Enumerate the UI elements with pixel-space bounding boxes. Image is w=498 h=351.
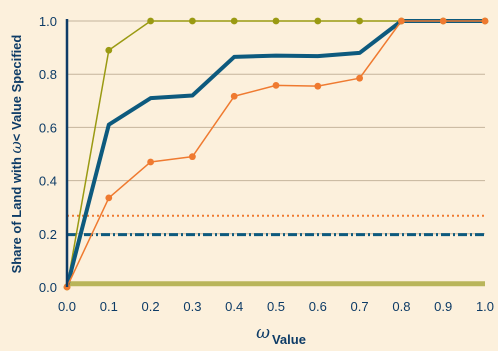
tick-labels: 0.0 0.2 0.4 0.6 0.8 1.0 0.0 0.1 0.2 0.3 0.4 0.5 0.6 0… (39, 14, 494, 314)
x-tick-label-7: 0.7 (351, 299, 369, 314)
series-0-point-7 (356, 17, 363, 25)
x-tick-label-10: 1.0 (476, 299, 494, 314)
series-2-point-6 (314, 82, 322, 90)
x-tick-label-9: 0.9 (434, 299, 452, 314)
x-tick-label-8: 0.8 (392, 299, 410, 314)
series-0-point-5 (272, 17, 280, 25)
series-0-point-6 (314, 17, 322, 25)
reference-lines (67, 214, 485, 287)
y-tick-label-1: 0.2 (39, 227, 57, 242)
y-tick-label-5: 1.0 (39, 14, 57, 29)
x-tick-label-6: 0.6 (309, 299, 327, 314)
y-axis-symbol: ω (7, 141, 25, 153)
y-tick-label-2: 0.4 (39, 174, 57, 189)
series-line-1 (65, 19, 487, 289)
y-axis-label-suffix: < Value Specified (9, 35, 24, 142)
x-tick-label-4: 0.4 (225, 299, 243, 314)
series-2-point-8 (398, 17, 405, 25)
y-axis-label-prefix: Share of Land with (9, 153, 24, 273)
y-tick-label-0: 0.0 (39, 280, 57, 295)
series-2-point-3 (189, 153, 196, 161)
series-2-point-10 (481, 17, 489, 25)
x-axis-title: ω Value (256, 323, 306, 347)
x-axis-symbol: ω (256, 323, 270, 343)
series-line-0 (66, 20, 486, 288)
series-2-point-4 (230, 92, 238, 100)
series-line-2 (66, 20, 486, 288)
y-axis-title: Share of Land with ω< Value Specified (7, 35, 25, 274)
series-2-point-7 (356, 74, 363, 82)
series-2-point-5 (272, 81, 280, 89)
series-0-point-3 (189, 17, 196, 25)
x-tick-label-1: 0.1 (100, 299, 118, 314)
y-tick-label-3: 0.6 (39, 120, 57, 135)
series-2-point-1 (105, 194, 113, 202)
x-axis-label: Value (272, 332, 306, 347)
series-layer (63, 17, 489, 291)
x-tick-label-0: 0.0 (58, 299, 76, 314)
series-0-point-2 (147, 17, 155, 25)
series-2-point-2 (147, 158, 155, 166)
series-0-point-1 (105, 46, 113, 54)
x-tick-label-3: 0.3 (183, 299, 201, 314)
x-tick-label-2: 0.2 (142, 299, 160, 314)
series-0-point-4 (230, 17, 238, 25)
x-tick-label-5: 0.5 (267, 299, 285, 314)
series-2-point-9 (439, 17, 447, 25)
grid-layer (67, 20, 485, 235)
y-tick-label-4: 0.8 (39, 67, 57, 82)
